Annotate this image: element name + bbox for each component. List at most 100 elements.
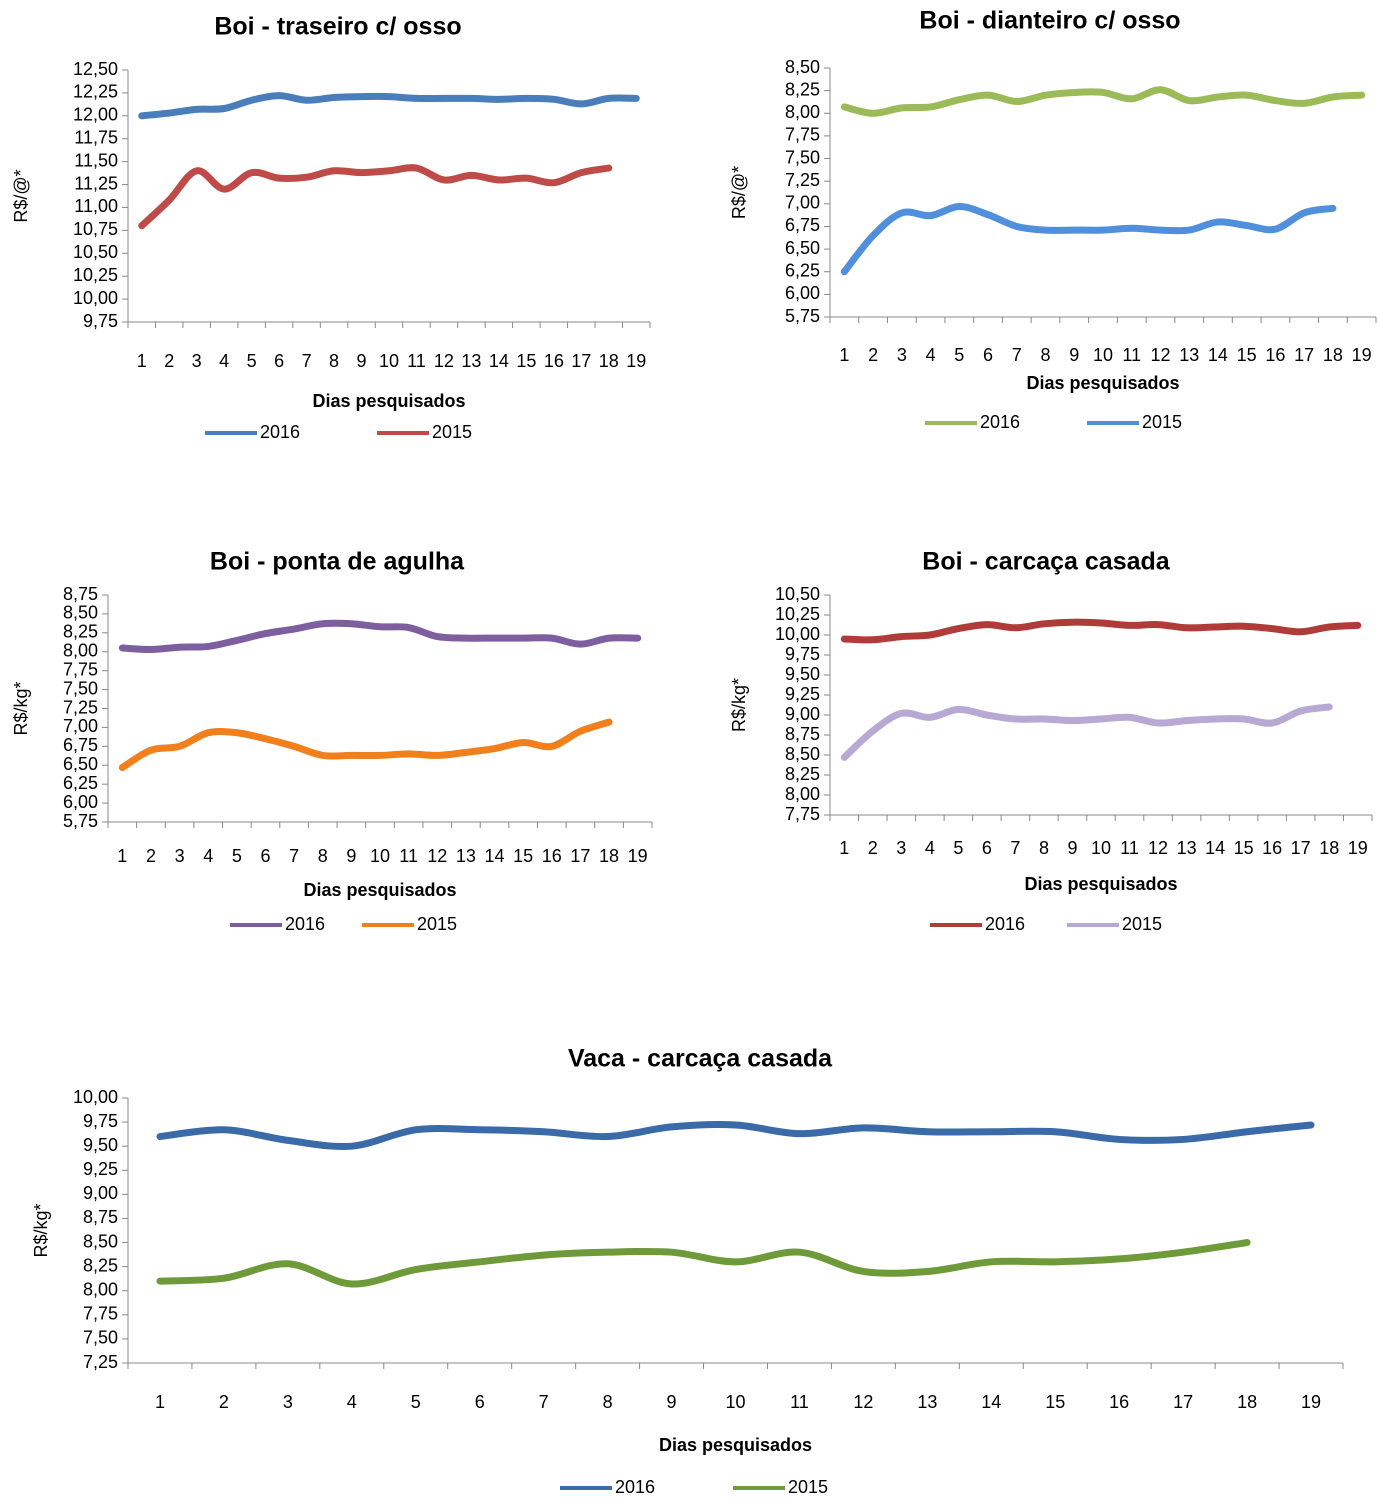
- y-tick-label: 8,75: [785, 724, 820, 744]
- x-tick-label: 2: [146, 846, 156, 866]
- x-tick-label: 13: [1177, 838, 1197, 858]
- x-tick-label: 18: [1237, 1392, 1257, 1412]
- x-axis-title: Dias pesquisados: [312, 391, 465, 411]
- x-tick-label: 14: [1208, 345, 1228, 365]
- x-tick-label: 9: [667, 1392, 677, 1412]
- x-tick-label: 3: [896, 838, 906, 858]
- x-tick-label: 3: [897, 345, 907, 365]
- y-tick-label: 8,50: [785, 57, 820, 77]
- x-tick-label: 10: [379, 351, 399, 371]
- y-tick-label: 10,50: [775, 584, 820, 604]
- y-tick-label: 8,50: [83, 1231, 118, 1251]
- y-tick-label: 11,25: [74, 173, 118, 193]
- y-tick-label: 8,50: [63, 603, 98, 623]
- y-tick-label: 6,50: [785, 238, 820, 258]
- x-tick-label: 6: [475, 1392, 485, 1412]
- y-tick-label: 8,75: [83, 1207, 118, 1227]
- x-tick-label: 16: [544, 351, 564, 371]
- y-tick-label: 9,00: [785, 704, 820, 724]
- y-tick-label: 10,25: [73, 265, 118, 285]
- y-tick-label: 12,00: [73, 105, 118, 125]
- x-tick-label: 4: [219, 351, 229, 371]
- x-tick-label: 9: [346, 846, 356, 866]
- legend-label: 2015: [417, 914, 457, 934]
- x-tick-label: 5: [232, 846, 242, 866]
- x-tick-label: 17: [1294, 345, 1314, 365]
- chart: Boi - ponta de agulha R$/kg* Dias pesquisa…: [11, 548, 653, 934]
- x-tick-label: 7: [302, 351, 312, 371]
- x-tick-label: 3: [175, 846, 185, 866]
- x-tick-label: 14: [1205, 838, 1225, 858]
- y-tick-label: 9,50: [83, 1135, 118, 1155]
- x-tick-label: 11: [790, 1392, 809, 1412]
- x-tick-label: 3: [283, 1392, 293, 1412]
- y-tick-label: 7,50: [63, 678, 98, 698]
- x-tick-label: 7: [539, 1392, 549, 1412]
- legend-label: 2015: [432, 422, 472, 442]
- series-line: [118, 619, 642, 653]
- y-tick-label: 6,25: [63, 773, 98, 793]
- legend-label: 2015: [1122, 914, 1162, 934]
- x-tick-label: 1: [839, 838, 849, 858]
- y-tick-label: 9,25: [785, 684, 820, 704]
- y-tick-label: 9,50: [785, 664, 820, 684]
- y-tick-label: 11,50: [74, 150, 118, 170]
- y-tick-label: 8,00: [63, 641, 98, 661]
- x-tick-label: 7: [1012, 345, 1022, 365]
- chart-title: Boi - carcaça casada: [922, 548, 1170, 576]
- y-tick-label: 8,25: [63, 622, 98, 642]
- x-tick-label: 16: [542, 846, 562, 866]
- x-tick-label: 4: [347, 1392, 357, 1412]
- y-tick-label: 10,25: [775, 604, 820, 624]
- legend-label: 2016: [615, 1477, 655, 1497]
- x-tick-label: 15: [513, 846, 533, 866]
- x-tick-label: 13: [456, 846, 476, 866]
- x-tick-label: 2: [219, 1392, 229, 1412]
- y-tick-label: 6,25: [785, 260, 820, 280]
- x-tick-label: 6: [983, 345, 993, 365]
- x-tick-label: 15: [1234, 838, 1254, 858]
- x-tick-label: 19: [628, 846, 648, 866]
- chart-title: Boi - ponta de agulha: [210, 548, 465, 576]
- x-tick-label: 1: [137, 351, 147, 371]
- x-tick-label: 18: [1323, 345, 1343, 365]
- y-tick-label: 5,75: [785, 306, 820, 326]
- x-tick-label: 1: [155, 1392, 165, 1412]
- x-tick-label: 9: [357, 351, 367, 371]
- y-tick-label: 7,50: [785, 147, 820, 167]
- y-tick-label: 6,00: [785, 283, 820, 303]
- x-tick-label: 18: [599, 351, 619, 371]
- x-tick-label: 1: [839, 345, 849, 365]
- x-tick-label: 19: [1301, 1392, 1321, 1412]
- series-line: [156, 1121, 1315, 1151]
- x-tick-label: 14: [489, 351, 509, 371]
- y-tick-label: 5,75: [63, 811, 98, 831]
- x-tick-label: 9: [1067, 838, 1077, 858]
- chart: Boi - traseiro c/ osso R$/@* Dias pesquisa…: [11, 13, 651, 442]
- y-tick-label: 6,75: [63, 735, 98, 755]
- x-tick-label: 5: [954, 345, 964, 365]
- y-tick-label: 9,00: [83, 1183, 118, 1203]
- y-tick-label: 10,00: [73, 288, 118, 308]
- y-tick-label: 9,75: [83, 311, 118, 331]
- series-line: [156, 1239, 1251, 1288]
- y-tick-label: 11,00: [74, 196, 118, 216]
- x-tick-label: 11: [399, 846, 418, 866]
- x-tick-label: 15: [1045, 1392, 1065, 1412]
- chart: Boi - carcaça casada R$/kg* Dias pesquisad…: [729, 548, 1373, 934]
- x-tick-label: 10: [725, 1392, 745, 1412]
- y-tick-label: 7,00: [785, 193, 820, 213]
- y-tick-label: 8,25: [83, 1255, 118, 1275]
- chart: Vaca - carcaça casada R$/kg* Dias pesquisa…: [31, 1045, 1344, 1497]
- x-axis-title: Dias pesquisados: [303, 880, 456, 900]
- x-tick-label: 11: [407, 351, 426, 371]
- legend-label: 2016: [980, 412, 1020, 432]
- x-axis-title: Dias pesquisados: [1024, 874, 1177, 894]
- x-tick-label: 17: [1173, 1392, 1193, 1412]
- y-axis-title: R$/@*: [11, 169, 31, 222]
- x-tick-label: 9: [1069, 345, 1079, 365]
- series-line: [840, 618, 1362, 644]
- x-tick-label: 5: [247, 351, 257, 371]
- y-tick-label: 11,75: [74, 127, 118, 147]
- x-tick-label: 14: [485, 846, 505, 866]
